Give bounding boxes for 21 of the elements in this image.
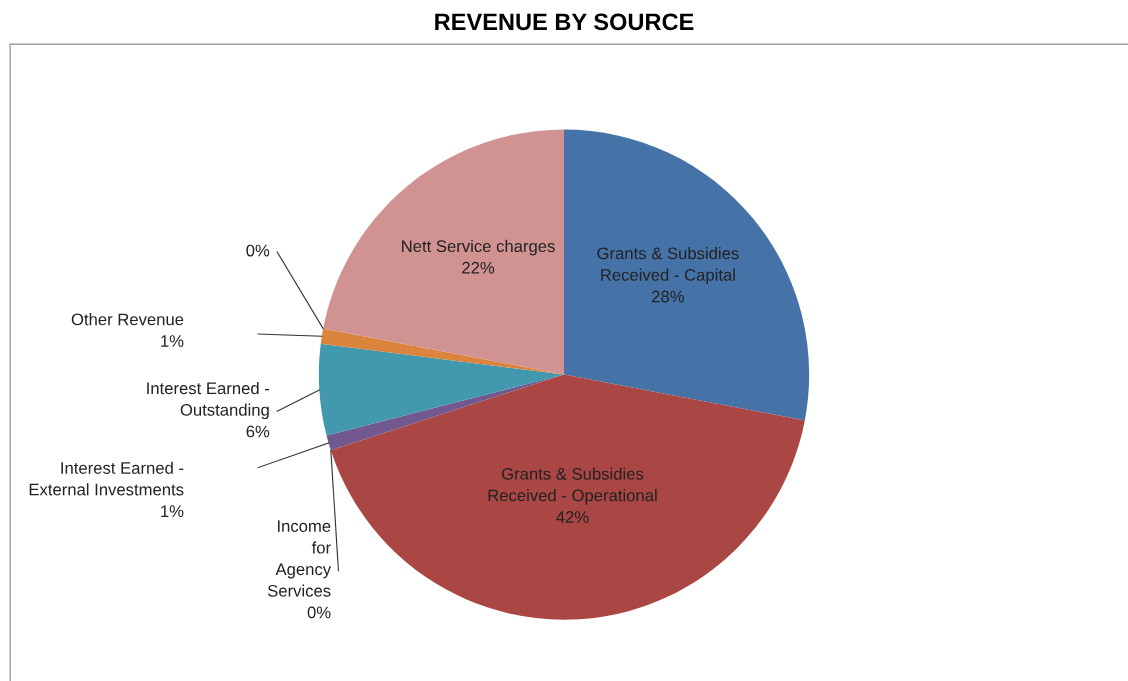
data-label: 6%: [246, 425, 270, 438]
pie-slice: [318, 343, 564, 436]
pie-slice: [326, 374, 564, 451]
text: 0%: [246, 244, 270, 257]
data-label: 1%: [161, 335, 184, 347]
slice-label: Grants & Subsidies Received - Operational: [488, 467, 657, 505]
data-label: 42%: [556, 511, 589, 523]
pie-slice: [323, 129, 564, 375]
pie-slice: [564, 129, 810, 421]
data-label: 1%: [161, 505, 184, 517]
slice-label: Nett Service charges: [402, 239, 555, 256]
category-label: Income for Agency Services: [267, 520, 332, 597]
slice-label: Interest Earned - Outstanding: [147, 381, 270, 420]
data-label: 28%: [652, 290, 684, 303]
pie-slice: [330, 374, 805, 620]
data-label: 22%: [462, 261, 495, 274]
slice-label: Other Revenue: [71, 313, 184, 326]
text: 0%: [307, 606, 331, 619]
chart-title: REVENUE BY SOURCE: [435, 13, 694, 31]
slice-label: Grants & Subsidies Received - Capital: [597, 247, 739, 285]
slice-label: Interest Earned - External Investments: [29, 461, 184, 496]
